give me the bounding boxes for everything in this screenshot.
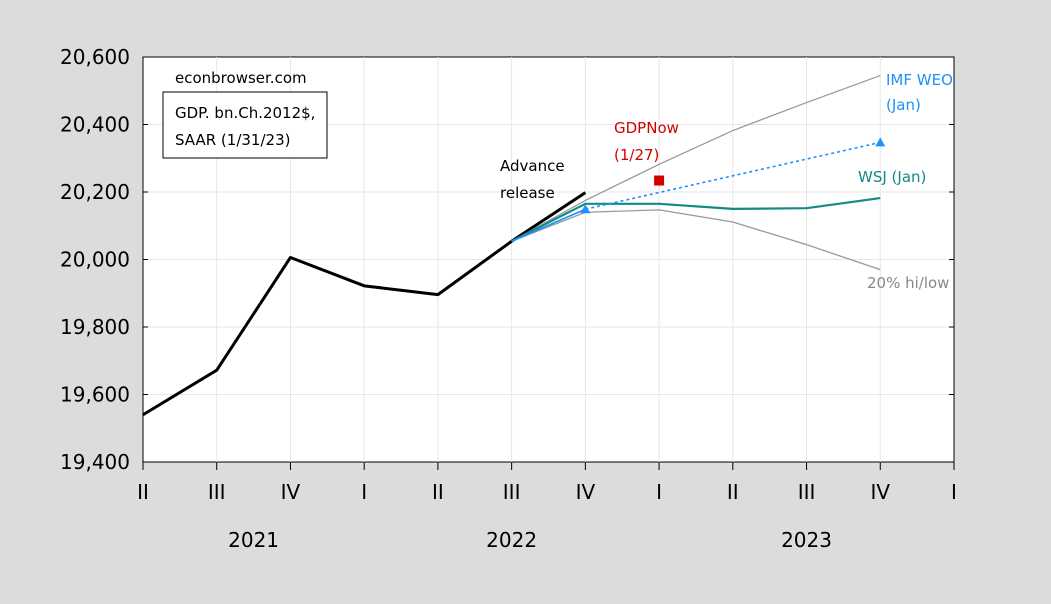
wsj-label: WSJ (Jan) — [858, 168, 926, 186]
y-tick-label: 19,400 — [60, 450, 130, 474]
x-tick-label: III — [798, 480, 816, 504]
x-tick-label: III — [503, 480, 521, 504]
year-label: 2023 — [781, 528, 832, 552]
x-tick-label: IV — [870, 480, 890, 504]
imf-marker — [875, 137, 886, 147]
watermark: econbrowser.com — [175, 69, 307, 87]
gdpnow-label-1: GDPNow — [614, 119, 679, 137]
series-lines — [142, 74, 881, 417]
year-label: 2021 — [228, 528, 279, 552]
series-hi20 — [511, 74, 881, 242]
series-imf_dotted — [585, 141, 881, 210]
x-tick-label: III — [208, 480, 226, 504]
title-line-1: GDP. bn.Ch.2012$, — [175, 104, 315, 122]
series-markers — [580, 137, 886, 214]
series-low20 — [511, 209, 881, 271]
x-tick-label: I — [951, 480, 957, 504]
gdpnow-label-2: (1/27) — [614, 146, 659, 164]
y-tick-label: 20,000 — [60, 248, 130, 272]
y-tick-label: 19,800 — [60, 315, 130, 339]
y-tick-label: 20,400 — [60, 113, 130, 137]
x-tick-label: I — [361, 480, 367, 504]
imf-label-1: IMF WEO — [886, 71, 953, 89]
advance-label-1: Advance — [500, 157, 565, 175]
y-tick-label: 19,600 — [60, 383, 130, 407]
gdpnow-marker — [654, 175, 665, 186]
title-line-2: SAAR (1/31/23) — [175, 131, 290, 149]
y-tick-label: 20,200 — [60, 180, 130, 204]
title-box — [162, 91, 328, 159]
imf-label-2: (Jan) — [886, 96, 921, 114]
x-tick-label: IV — [576, 480, 596, 504]
x-tick-label: II — [137, 480, 149, 504]
advance-label-2: release — [500, 184, 555, 202]
series-actual — [142, 240, 513, 417]
y-tick-label: 20,600 — [60, 45, 130, 69]
gridlines — [143, 57, 954, 462]
x-tick-label: II — [432, 480, 444, 504]
x-tick-label: I — [656, 480, 662, 504]
series-advance — [510, 191, 587, 243]
hilow-label: 20% hi/low — [867, 274, 949, 292]
series-imf_line — [511, 208, 586, 243]
y-axis-ticks: 19,400 19,600 19,800 20,000 20,200 20,400 20,6… — [60, 45, 954, 474]
x-tick-label: IV — [281, 480, 301, 504]
imf-marker — [580, 204, 591, 214]
x-tick-label: II — [727, 480, 739, 504]
year-label: 2022 — [486, 528, 537, 552]
series-wsj — [511, 196, 881, 243]
